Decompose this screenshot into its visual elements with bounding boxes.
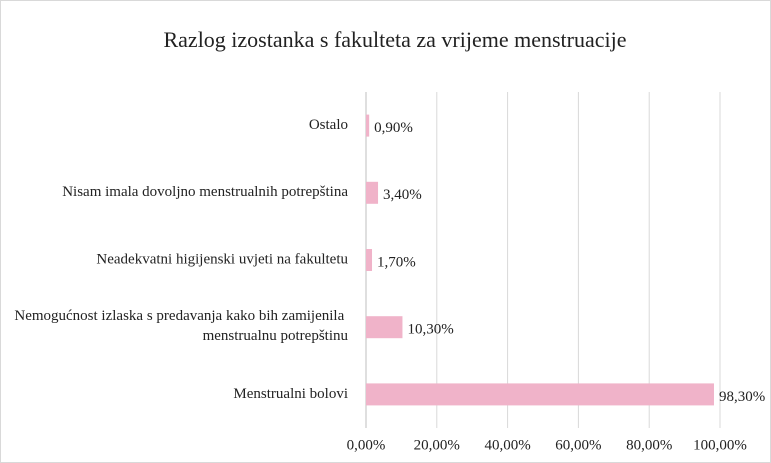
bar: [366, 114, 370, 137]
data-label: 10,30%: [407, 322, 453, 338]
data-label: 1,70%: [377, 254, 416, 270]
y-tick-label: Neadekvatni higijenski uvjeti na fakulte…: [96, 251, 348, 267]
chart-title: Razlog izostanka s fakulteta za vrijeme …: [163, 27, 626, 52]
bar: [366, 383, 714, 406]
bar: [366, 249, 373, 271]
bar: [366, 316, 403, 339]
x-tick-label: 60,00%: [555, 437, 601, 453]
x-tick-label: 0,00%: [347, 437, 386, 453]
y-tick-label: Menstrualni bolovi: [233, 386, 348, 402]
x-tick-label: 100,00%: [693, 437, 747, 453]
y-tick-label: Ostalo: [309, 117, 348, 133]
data-label: 0,90%: [374, 120, 413, 136]
x-tick-label: 80,00%: [626, 437, 672, 453]
y-tick-label: Nemogućnost izlaska s predavanja kako bi…: [14, 309, 348, 345]
y-tick-label: Nisam imala dovoljno menstrualnih potrep…: [62, 184, 348, 200]
data-label: 3,40%: [383, 187, 422, 203]
data-label: 98,30%: [719, 389, 765, 405]
bar: [366, 181, 379, 204]
x-tick-label: 40,00%: [484, 437, 530, 453]
x-tick-label: 20,00%: [414, 437, 460, 453]
